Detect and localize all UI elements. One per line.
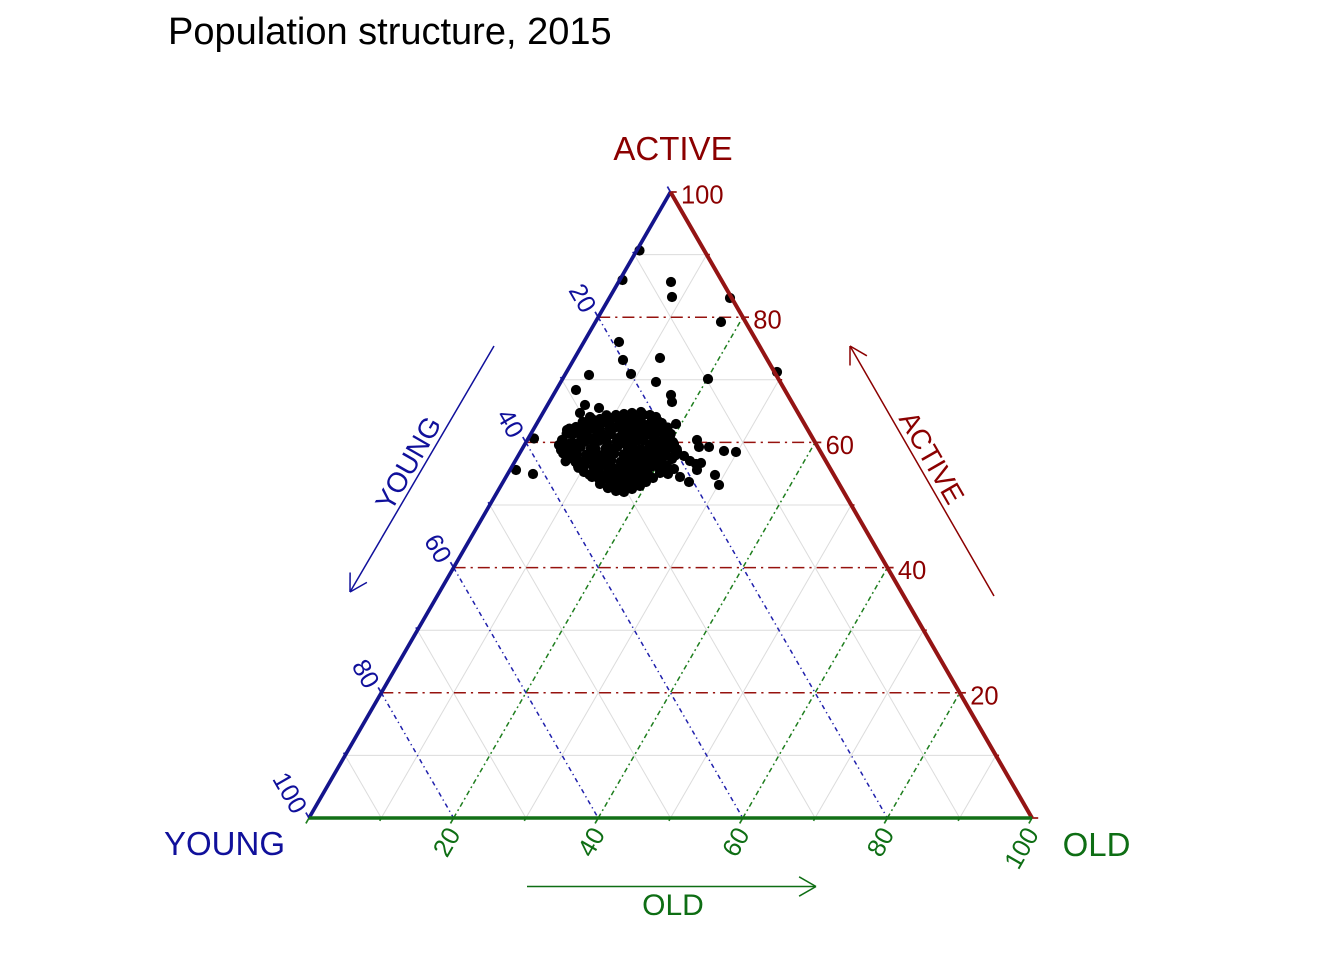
svg-text:OLD: OLD — [1063, 826, 1131, 863]
svg-text:OLD: OLD — [642, 889, 704, 922]
svg-text:40: 40 — [898, 557, 926, 585]
svg-text:ACTIVE: ACTIVE — [613, 130, 732, 167]
svg-text:20: 20 — [970, 682, 998, 710]
svg-text:60: 60 — [826, 432, 854, 460]
svg-text:YOUNG: YOUNG — [164, 825, 285, 862]
svg-text:80: 80 — [753, 307, 781, 335]
svg-text:100: 100 — [681, 182, 724, 210]
svg-text:Population structure, 2015: Population structure, 2015 — [168, 11, 612, 53]
